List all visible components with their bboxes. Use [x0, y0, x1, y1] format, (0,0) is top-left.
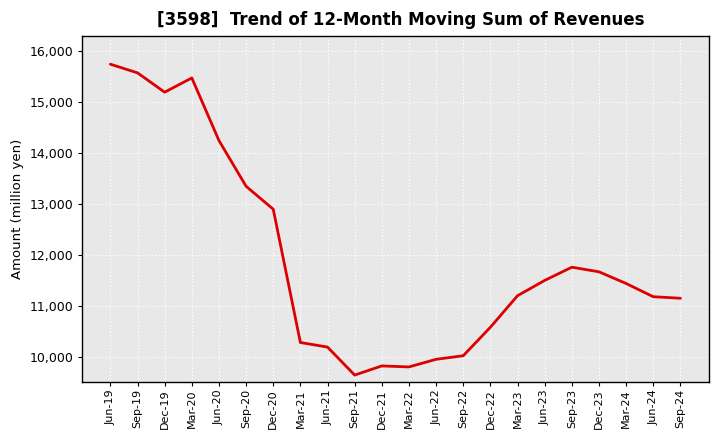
Text: [3598]  Trend of 12-Month Moving Sum of Revenues: [3598] Trend of 12-Month Moving Sum of R…	[157, 11, 644, 29]
Y-axis label: Amount (million yen): Amount (million yen)	[11, 139, 24, 279]
